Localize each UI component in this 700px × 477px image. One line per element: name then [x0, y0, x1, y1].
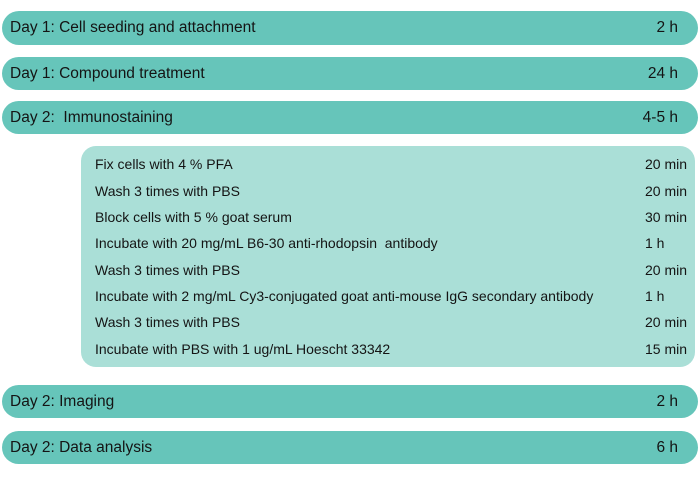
step-row-hoescht-stain: Incubate with PBS with 1 ug/mL Hoescht 3…: [95, 336, 695, 362]
bar-label: Day 2: Immunostaining: [10, 108, 173, 126]
bar-duration: 4-5 h: [642, 108, 678, 126]
step-duration: 20 min: [645, 261, 688, 278]
bar-label: Day 2: Imaging: [10, 392, 115, 410]
bar-duration: 2 h: [656, 19, 678, 37]
step-duration: 1 h: [645, 288, 665, 305]
step-row-block-cells: Block cells with 5 % goat serum 30 min: [95, 204, 695, 230]
step-label: Wash 3 times with PBS: [95, 314, 240, 331]
bar-duration: 2 h: [656, 392, 678, 410]
step-label: Wash 3 times with PBS: [95, 182, 240, 199]
timeline-bar-day2-data-analysis: Day 2: Data analysis 6 h: [2, 431, 698, 464]
step-duration: 30 min: [645, 208, 688, 225]
step-row-fix-cells: Fix cells with 4 % PFA 20 min: [95, 151, 695, 177]
bar-label: Day 2: Data analysis: [10, 438, 153, 456]
bar-duration: 6 h: [656, 438, 678, 456]
step-row-primary-antibody: Incubate with 20 mg/mL B6-30 anti-rhodop…: [95, 230, 695, 256]
step-label: Incubate with 2 mg/mL Cy3-conjugated goa…: [95, 288, 594, 305]
bar-label: Day 1: Compound treatment: [10, 64, 205, 82]
step-duration: 15 min: [645, 340, 688, 357]
step-duration: 1 h: [645, 235, 665, 252]
bar-duration: 24 h: [647, 64, 678, 82]
step-row-secondary-antibody: Incubate with 2 mg/mL Cy3-conjugated goa…: [95, 283, 695, 309]
step-row-wash-3: Wash 3 times with PBS 20 min: [95, 309, 695, 335]
step-label: Wash 3 times with PBS: [95, 261, 240, 278]
step-label: Incubate with PBS with 1 ug/mL Hoescht 3…: [95, 340, 391, 357]
step-label: Fix cells with 4 % PFA: [95, 156, 233, 173]
step-duration: 20 min: [645, 156, 688, 173]
timeline-bar-day2-immunostaining: Day 2: Immunostaining 4-5 h: [2, 101, 698, 134]
timeline-bar-day1-cell-seeding: Day 1: Cell seeding and attachment 2 h: [2, 11, 698, 45]
timeline-bar-day1-compound-treatment: Day 1: Compound treatment 24 h: [2, 57, 698, 90]
timeline-bar-day2-imaging: Day 2: Imaging 2 h: [2, 385, 698, 418]
step-label: Incubate with 20 mg/mL B6-30 anti-rhodop…: [95, 235, 438, 252]
step-row-wash-2: Wash 3 times with PBS 20 min: [95, 257, 695, 283]
bar-label: Day 1: Cell seeding and attachment: [10, 19, 256, 37]
step-duration: 20 min: [645, 314, 688, 331]
immunostaining-steps-box: Fix cells with 4 % PFA 20 min Wash 3 tim…: [81, 146, 695, 367]
step-label: Block cells with 5 % goat serum: [95, 208, 292, 225]
step-row-wash-1: Wash 3 times with PBS 20 min: [95, 177, 695, 203]
step-duration: 20 min: [645, 182, 688, 199]
